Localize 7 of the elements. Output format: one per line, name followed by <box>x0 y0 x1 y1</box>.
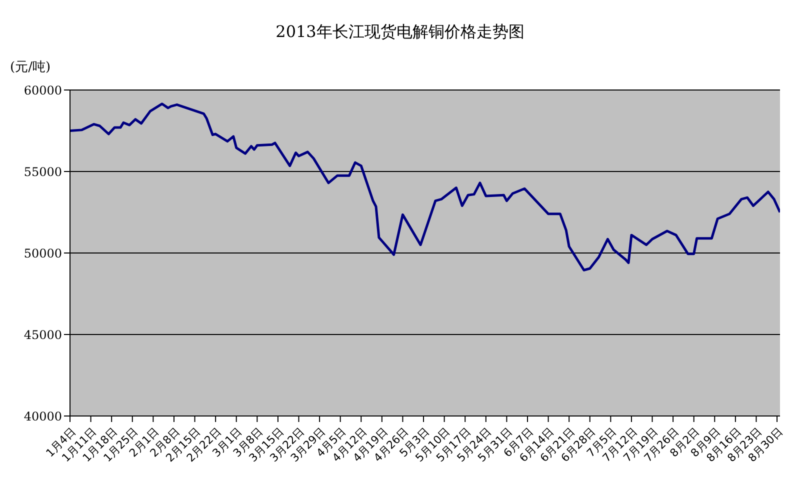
y-tick-label: 50000 <box>24 246 62 260</box>
y-tick-label: 40000 <box>24 409 62 424</box>
y-axis-title: (元/吨) <box>10 59 51 76</box>
chart-title: 2013年长江现货电解铜价格走势图 <box>274 22 526 43</box>
y-tick-label: 60000 <box>24 83 62 98</box>
y-tick-label: 55000 <box>24 164 62 179</box>
y-tick-label: 45000 <box>24 328 62 342</box>
